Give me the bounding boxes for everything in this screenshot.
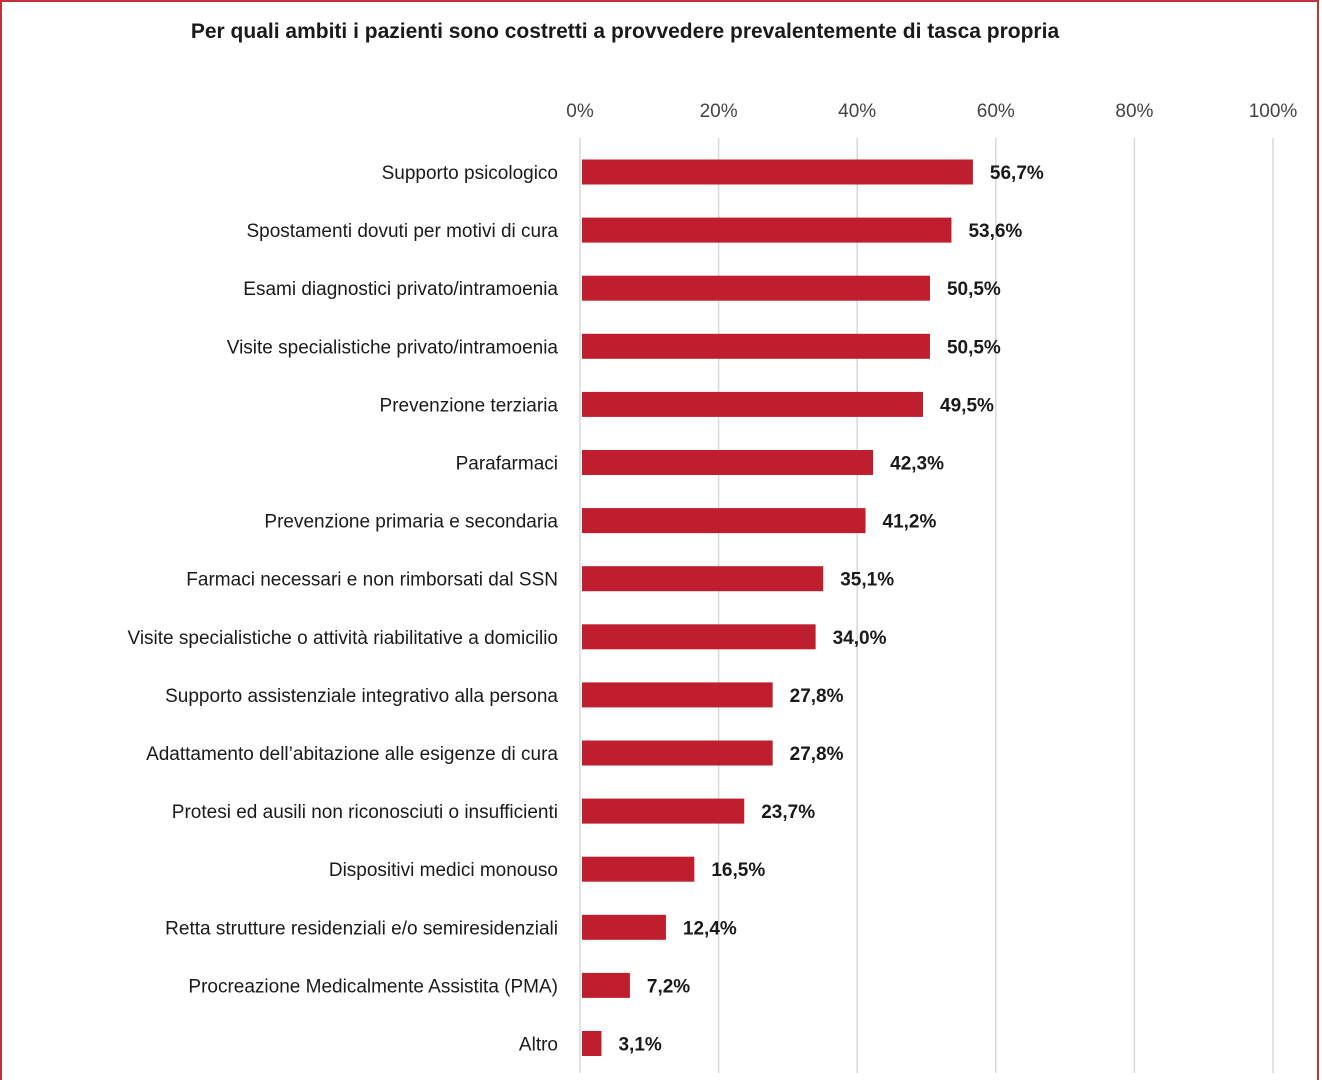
bar bbox=[582, 566, 823, 591]
data-label: 16,5% bbox=[711, 860, 765, 881]
data-label: 50,5% bbox=[947, 337, 1001, 358]
data-label: 42,3% bbox=[890, 454, 944, 475]
bar bbox=[582, 741, 773, 766]
bar bbox=[582, 508, 866, 533]
bar bbox=[582, 682, 773, 707]
bar bbox=[582, 973, 630, 998]
data-label: 41,2% bbox=[883, 512, 937, 533]
category-label: Farmaci necessari e non rimborsati dal S… bbox=[186, 570, 558, 591]
category-label: Esami diagnostici privato/intramoenia bbox=[243, 279, 558, 300]
bar bbox=[582, 160, 973, 185]
x-tick-label: 0% bbox=[566, 101, 594, 122]
data-label: 7,2% bbox=[647, 976, 690, 997]
category-label: Adattamento dell’abitazione alle esigenz… bbox=[146, 744, 558, 765]
bar bbox=[582, 276, 930, 301]
data-label: 50,5% bbox=[947, 279, 1001, 300]
x-tick-label: 100% bbox=[1249, 101, 1298, 122]
x-tick-label: 60% bbox=[977, 101, 1015, 122]
category-label: Protesi ed ausili non riconosciuti o ins… bbox=[172, 802, 558, 823]
bar bbox=[582, 799, 744, 824]
x-tick-label: 40% bbox=[838, 101, 876, 122]
data-label: 56,7% bbox=[990, 163, 1044, 184]
bar bbox=[582, 450, 873, 475]
category-label: Parafarmaci bbox=[456, 454, 558, 475]
data-label: 23,7% bbox=[761, 802, 815, 823]
data-label: 3,1% bbox=[618, 1035, 661, 1056]
category-label: Spostamenti dovuti per motivi di cura bbox=[246, 221, 558, 242]
data-label: 27,8% bbox=[790, 686, 844, 707]
bar bbox=[582, 624, 816, 649]
bar bbox=[582, 392, 923, 417]
x-tick-label: 20% bbox=[700, 101, 738, 122]
bar bbox=[582, 334, 930, 359]
bar bbox=[582, 857, 694, 882]
data-label: 34,0% bbox=[833, 628, 887, 649]
category-label: Altro bbox=[519, 1035, 558, 1056]
category-label: Prevenzione primaria e secondaria bbox=[264, 512, 558, 533]
data-label: 49,5% bbox=[940, 395, 994, 416]
data-label: 27,8% bbox=[790, 744, 844, 765]
data-label: 12,4% bbox=[683, 918, 737, 939]
bar bbox=[582, 218, 951, 243]
category-label: Retta strutture residenziali e/o semires… bbox=[165, 918, 558, 939]
category-label: Procreazione Medicalmente Assistita (PMA… bbox=[188, 976, 558, 997]
category-label: Dispositivi medici monouso bbox=[329, 860, 558, 881]
bar bbox=[582, 1031, 601, 1056]
category-label: Supporto psicologico bbox=[382, 163, 558, 184]
x-tick-label: 80% bbox=[1115, 101, 1153, 122]
category-label: Visite specialistiche o attività riabili… bbox=[127, 628, 558, 649]
data-label: 35,1% bbox=[840, 570, 894, 591]
category-label: Visite specialistiche privato/intramoeni… bbox=[227, 337, 559, 358]
bar bbox=[582, 915, 666, 940]
category-label: Prevenzione terziaria bbox=[380, 395, 559, 416]
data-label: 53,6% bbox=[968, 221, 1022, 242]
category-label: Supporto assistenziale integrativo alla … bbox=[165, 686, 558, 707]
